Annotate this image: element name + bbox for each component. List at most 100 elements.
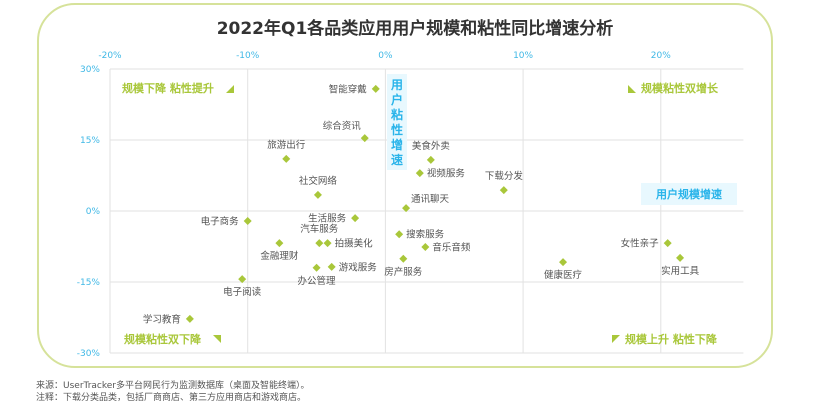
diamond-marker-icon: [275, 239, 284, 248]
diamond-marker-icon: [282, 154, 291, 163]
y-axis-title-char: 性: [390, 122, 403, 137]
y-tick-label: 30%: [80, 65, 100, 75]
point-label: 智能穿戴: [329, 83, 368, 95]
y-axis-title-char: 粘: [391, 107, 403, 122]
point-label: 搜索服务: [406, 229, 445, 241]
data-point: 金融理财: [260, 239, 299, 262]
point-label: 通讯聊天: [411, 193, 450, 205]
point-label: 学习教育: [143, 313, 181, 325]
diamond-marker-icon: [499, 186, 508, 195]
y-axis-title-char: 速: [391, 152, 403, 167]
diamond-marker-icon: [399, 254, 408, 263]
data-point: 电子阅读: [223, 275, 262, 298]
quadrant-label-top-right: 规模粘性双增长: [641, 81, 719, 95]
chart-title: 2022年Q1各品类应用用户规模和粘性同比增速分析: [216, 19, 614, 39]
x-tick-label: 10%: [513, 51, 533, 61]
data-point: 旅游出行: [267, 139, 306, 163]
point-label: 生活服务: [308, 213, 347, 225]
diamond-marker-icon: [312, 263, 321, 272]
point-label: 办公管理: [298, 275, 337, 287]
data-point: 游戏服务: [327, 261, 378, 273]
point-label: 旅游出行: [267, 139, 306, 151]
x-tick-label: 20%: [651, 51, 671, 61]
data-point: 智能穿戴: [329, 83, 380, 95]
point-label: 健康医疗: [544, 269, 583, 281]
diamond-marker-icon: [351, 214, 360, 223]
point-label: 电子商务: [201, 215, 240, 227]
data-point: 学习教育: [143, 313, 194, 325]
data-point: 汽车服务: [300, 223, 339, 248]
point-label: 下载分发: [485, 170, 524, 182]
x-axis-title: 用户规模增速: [656, 187, 722, 201]
point-label: 电子阅读: [223, 286, 262, 298]
y-tick-label: 0%: [86, 207, 101, 217]
point-label: 社交网络: [299, 175, 338, 187]
x-tick-label: -20%: [98, 51, 122, 61]
point-label: 汽车服务: [300, 223, 339, 235]
triangle-icon: [628, 85, 636, 93]
point-label: 视频服务: [427, 168, 466, 180]
point-label: 房产服务: [384, 266, 423, 278]
source-note: 来源：UserTracker多平台网民行为监测数据库（桌面及智能终端）。: [36, 381, 310, 391]
x-tick-label: 0%: [378, 51, 393, 61]
quadrant-label-bottom-right: 规模上升 粘性下降: [625, 332, 718, 346]
point-label: 音乐音频: [432, 241, 471, 253]
y-tick-label: 15%: [80, 136, 100, 146]
diamond-marker-icon: [663, 239, 672, 248]
data-point: 视频服务: [415, 168, 466, 180]
point-label: 女性亲子: [621, 238, 660, 250]
data-point: 电子商务: [201, 215, 252, 227]
y-axis-title-char: 户: [391, 92, 403, 107]
point-label: 拍摄美化: [335, 238, 374, 250]
data-point: 女性亲子: [621, 238, 672, 250]
diamond-marker-icon: [238, 275, 247, 284]
data-point: 音乐音频: [421, 241, 471, 253]
grid-lines: [109, 68, 744, 354]
y-tick-label: -15%: [77, 278, 101, 288]
data-point: 美食外卖: [412, 140, 450, 164]
diamond-marker-icon: [315, 239, 324, 248]
triangle-icon: [612, 335, 620, 343]
data-point: 房产服务: [384, 254, 423, 278]
data-point: 健康医疗: [544, 258, 583, 281]
point-label: 游戏服务: [339, 261, 378, 273]
data-point: 实用工具: [661, 253, 700, 277]
quadrant-label-bottom-left: 规模粘性双下降: [124, 332, 202, 346]
diamond-marker-icon: [402, 204, 411, 213]
diamond-marker-icon: [323, 239, 332, 248]
x-tick-label: -10%: [236, 51, 260, 61]
data-point: 社交网络: [299, 175, 338, 199]
triangle-icon: [226, 85, 234, 93]
diamond-marker-icon: [395, 230, 404, 239]
data-point: 办公管理: [298, 263, 337, 287]
diamond-marker-icon: [559, 258, 568, 267]
diamond-marker-icon: [371, 84, 380, 93]
diamond-marker-icon: [360, 134, 369, 143]
y-tick-label: -30%: [77, 349, 101, 359]
point-label: 综合资讯: [323, 120, 362, 132]
point-label: 金融理财: [260, 250, 299, 262]
diamond-marker-icon: [327, 262, 336, 271]
data-point: 综合资讯: [323, 120, 369, 143]
x-axis-title-bg: [641, 183, 737, 205]
diamond-marker-icon: [313, 190, 322, 199]
footnote: 注释：下载分类品类，包括厂商商店、第三方应用商店和游戏商店。: [36, 393, 307, 403]
diamond-marker-icon: [676, 253, 685, 262]
point-label: 美食外卖: [412, 140, 450, 152]
data-point: 通讯聊天: [402, 193, 450, 213]
diamond-marker-icon: [421, 242, 430, 251]
quadrant-label-top-left: 规模下降 粘性提升: [122, 81, 214, 95]
y-axis-title-char: 用: [390, 78, 403, 92]
point-label: 实用工具: [661, 265, 700, 277]
diamond-marker-icon: [426, 155, 435, 164]
data-point: 搜索服务: [395, 229, 445, 241]
data-point: 生活服务: [308, 213, 360, 225]
data-point: 下载分发: [485, 170, 524, 195]
triangle-icon: [213, 335, 221, 343]
y-axis-title-char: 增: [391, 137, 403, 152]
diamond-marker-icon: [415, 169, 424, 178]
